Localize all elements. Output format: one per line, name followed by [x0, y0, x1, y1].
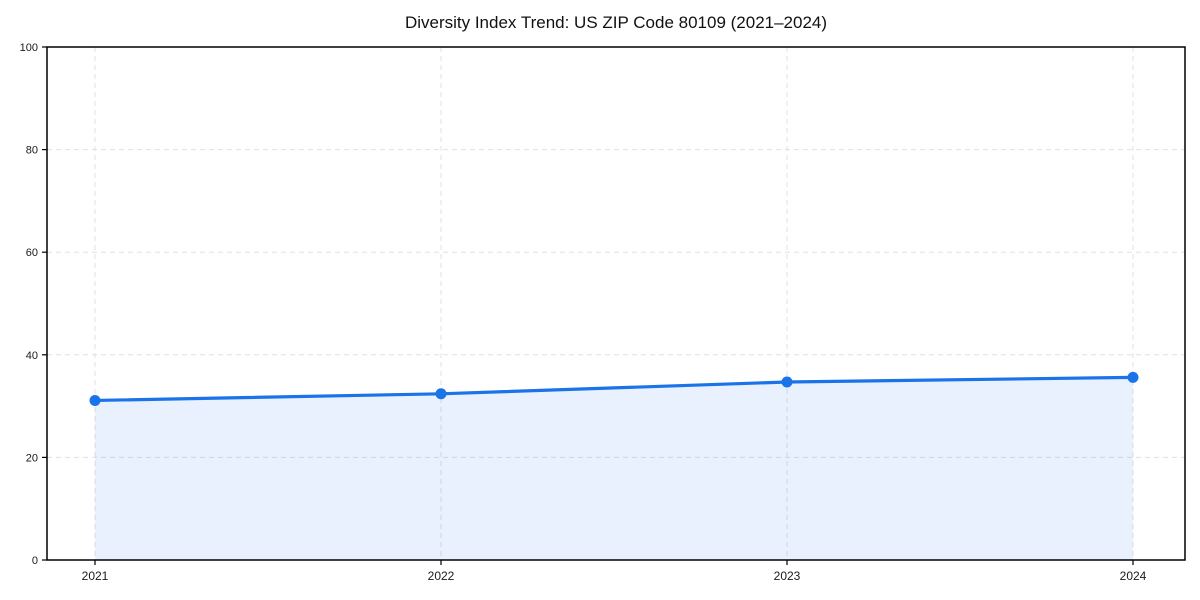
- plot-frame: [46, 46, 1186, 561]
- y-axis-tick-label: 0: [32, 555, 38, 567]
- y-axis-tick-label: 40: [26, 350, 38, 362]
- x-axis-tick-label: 2023: [774, 569, 801, 583]
- y-axis-tick-label: 20: [26, 452, 38, 464]
- y-axis-tick-label: 60: [26, 247, 38, 259]
- data-point: [781, 376, 793, 388]
- y-axis-tick-label: 100: [20, 42, 38, 54]
- trend-line: [93, 375, 1135, 403]
- area-fill: [95, 377, 1133, 560]
- x-axis-tick-label: 2022: [428, 569, 455, 583]
- data-point: [89, 394, 101, 406]
- chart-title: Diversity Index Trend: US ZIP Code 80109…: [404, 13, 828, 32]
- x-axis-tick-label: 2024: [1120, 569, 1147, 583]
- x-axis-tick-label: 2021: [82, 569, 109, 583]
- data-point: [435, 388, 447, 400]
- y-axis-tick-label: 80: [26, 145, 38, 157]
- data-point: [1127, 371, 1139, 383]
